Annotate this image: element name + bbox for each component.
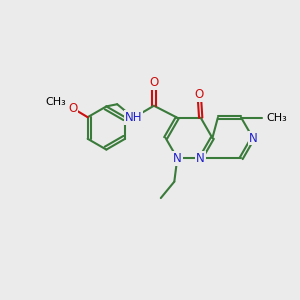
Text: CH₃: CH₃ bbox=[267, 113, 287, 123]
Text: N: N bbox=[249, 131, 257, 145]
Text: O: O bbox=[68, 102, 77, 115]
Text: O: O bbox=[149, 76, 158, 89]
Text: O: O bbox=[195, 88, 204, 101]
Text: CH₃: CH₃ bbox=[46, 97, 67, 107]
Text: N: N bbox=[196, 152, 205, 165]
Text: NH: NH bbox=[125, 111, 142, 124]
Text: N: N bbox=[173, 152, 182, 165]
